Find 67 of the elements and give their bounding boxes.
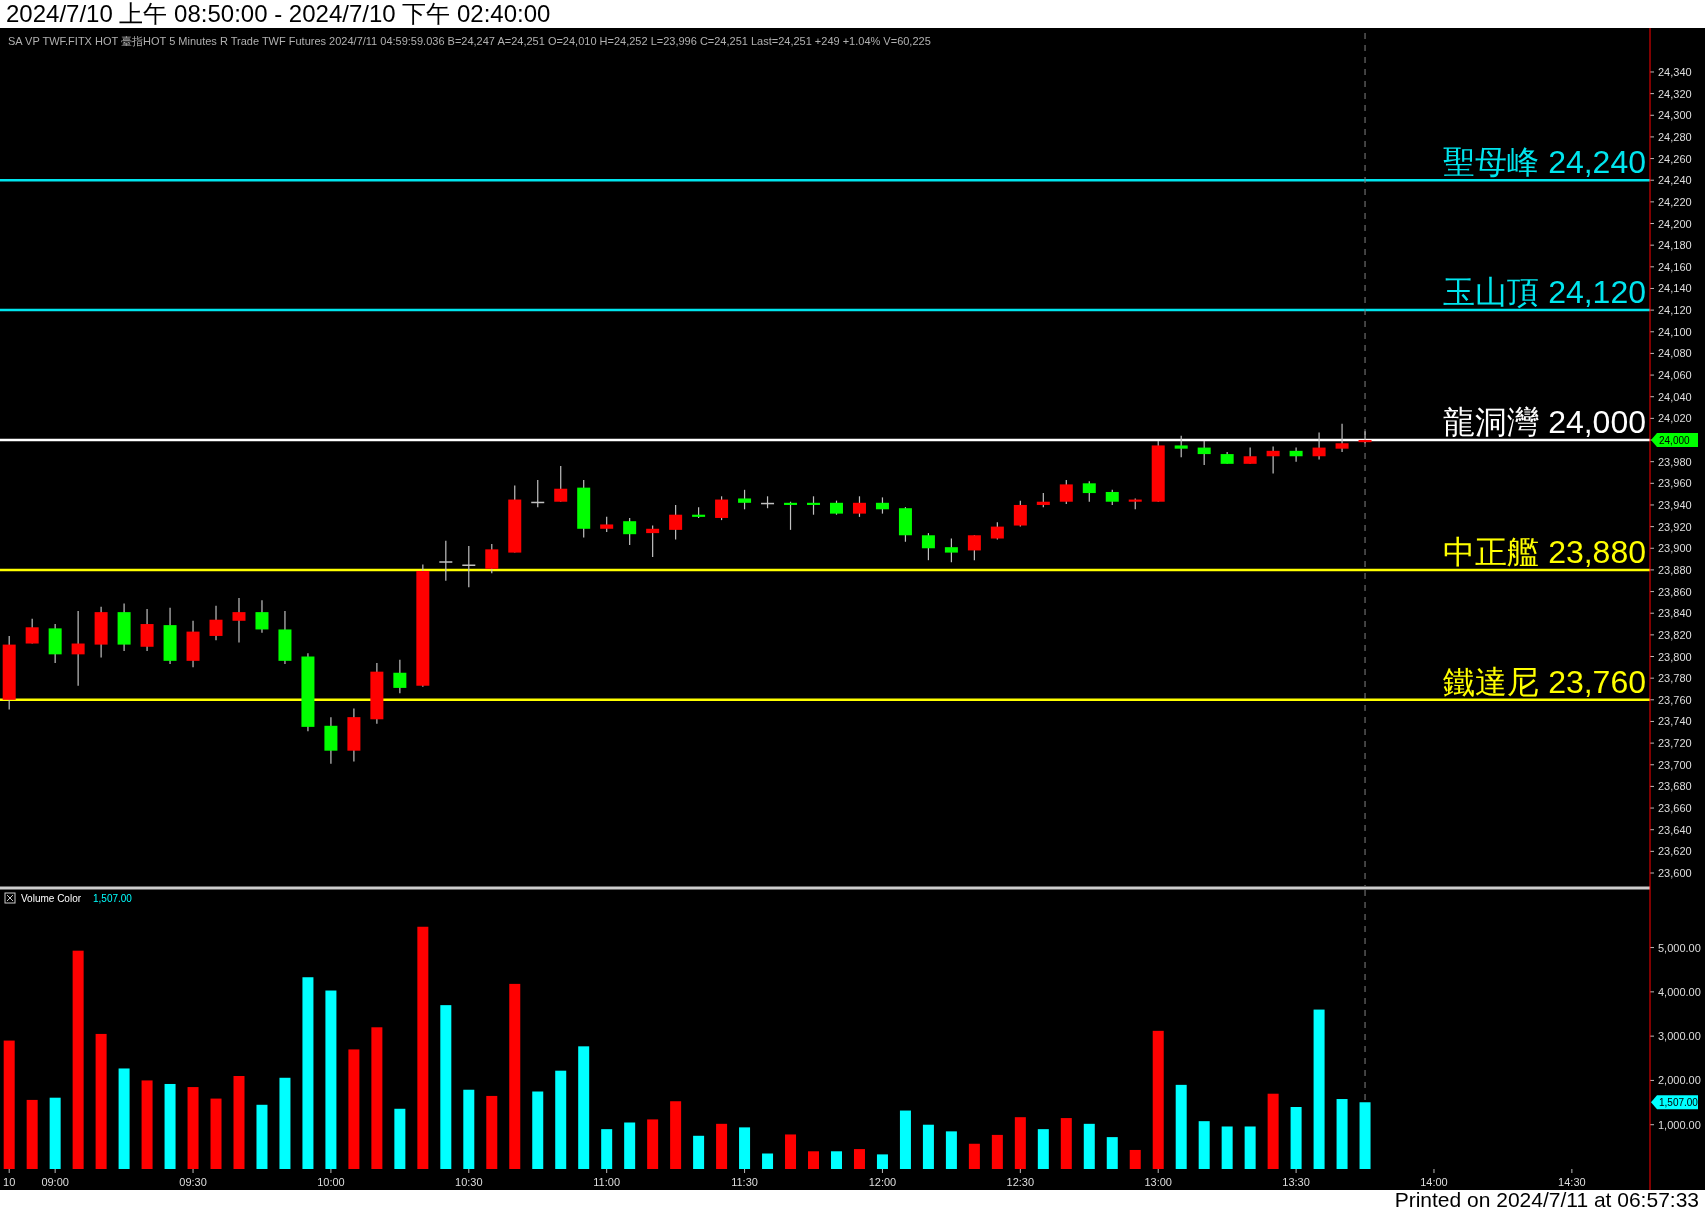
y-tick-label: 24,060 [1658, 369, 1692, 382]
y-tick-label: 5,000.00 [1658, 941, 1701, 954]
y-tick-label: 23,840 [1658, 607, 1692, 620]
x-tick-label: 09:00 [41, 1176, 69, 1188]
y-tick-label: 24,220 [1658, 195, 1692, 208]
y-tick-label: 23,620 [1658, 845, 1692, 858]
x-tick-label: 10:30 [455, 1176, 483, 1188]
x-tick-label: 09:30 [179, 1176, 207, 1188]
y-tick-label: 23,900 [1658, 542, 1692, 555]
y-tick-label: 23,820 [1658, 628, 1692, 641]
ref-line-label: 聖母峰 24,240 [1443, 144, 1646, 181]
x-tick-label: 12:00 [868, 1176, 897, 1188]
text: Printed on 2024/7/11 at 06:57:33 [1394, 1188, 1699, 1211]
y-tick-label: 24,020 [1658, 412, 1692, 425]
text: 1,507.00 [1659, 1097, 1699, 1109]
y-tick-label: 24,260 [1658, 152, 1692, 165]
y-tick-label: 24,340 [1658, 65, 1692, 78]
y-tick-label: 23,660 [1658, 802, 1692, 815]
ref-line-label: 鐵達尼 23,760 [1443, 663, 1646, 700]
x-tick-label: 12:30 [1006, 1176, 1035, 1188]
x-tick-label: 14:30 [1558, 1176, 1586, 1188]
y-tick-label: 23,700 [1658, 758, 1692, 771]
y-tick-label: 24,320 [1658, 87, 1692, 100]
ref-line-label: 中正艦 23,880 [1443, 533, 1646, 570]
chart-subtitle: SA VP TWF.FITX HOT 臺指HOT 5 Minutes R Trade TWF Futures 2024/7/11 04:59:59.036 B=24,247 A=24,251 O=24,010 H=24,252 L=23,996 C=24,251 Last=24,251 +249 +1.04% V=60,225 [8, 35, 931, 47]
ref-line-label: 龍洞灣 24,000 [1443, 404, 1646, 441]
chart-title: 2024/7/10 上午 08:50:00 - 2024/7/10 下午 02:40:00 [6, 0, 551, 27]
y-tick-label: 23,920 [1658, 520, 1692, 533]
y-tick-label: 24,080 [1658, 347, 1692, 360]
ref-line-label: 玉山頂 24,120 [1443, 274, 1646, 311]
y-tick-label: 23,880 [1658, 563, 1692, 576]
text: Volume Color [21, 893, 82, 904]
y-tick-label: 23,760 [1658, 693, 1692, 706]
y-tick-label: 3,000.00 [1658, 1030, 1701, 1043]
y-tick-label: 23,780 [1658, 672, 1692, 685]
x-tick-label: 10 [3, 1176, 16, 1188]
y-tick-label: 23,640 [1658, 823, 1692, 836]
y-tick-label: 24,200 [1658, 217, 1692, 230]
x-tick-label: 13:00 [1144, 1176, 1172, 1188]
y-tick-label: 24,100 [1658, 325, 1692, 338]
y-tick-label: 23,980 [1658, 455, 1692, 468]
x-tick-label: 11:30 [731, 1176, 758, 1188]
y-tick-label: 23,860 [1658, 585, 1692, 598]
y-tick-label: 24,160 [1658, 260, 1692, 273]
x-tick-label: 10:00 [317, 1176, 345, 1188]
y-tick-label: 23,680 [1658, 780, 1692, 793]
y-tick-label: 23,720 [1658, 737, 1692, 750]
y-tick-label: 2,000.00 [1658, 1074, 1701, 1087]
y-tick-label: 4,000.00 [1658, 985, 1701, 998]
x-tick-label: 11:00 [593, 1176, 621, 1188]
y-tick-label: 23,960 [1658, 477, 1692, 490]
y-tick-label: 23,800 [1658, 650, 1692, 663]
y-tick-label: 23,940 [1658, 498, 1692, 511]
y-tick-label: 24,140 [1658, 282, 1692, 295]
y-tick-label: 24,180 [1658, 239, 1692, 252]
y-tick-label: 24,120 [1658, 304, 1692, 317]
y-tick-label: 1,000.00 [1658, 1118, 1701, 1131]
x-tick-label: 13:30 [1282, 1176, 1310, 1188]
text: 24,000 [1659, 435, 1691, 447]
annotation: 1,507.00 [93, 893, 133, 904]
y-tick-label: 24,300 [1658, 109, 1692, 122]
y-tick-label: 24,280 [1658, 130, 1692, 143]
y-tick-label: 23,600 [1658, 867, 1692, 880]
y-tick-label: 24,040 [1658, 390, 1692, 403]
y-tick-label: 23,740 [1658, 715, 1692, 728]
y-tick-label: 24,240 [1658, 174, 1692, 187]
x-tick-label: 14:00 [1420, 1176, 1448, 1188]
